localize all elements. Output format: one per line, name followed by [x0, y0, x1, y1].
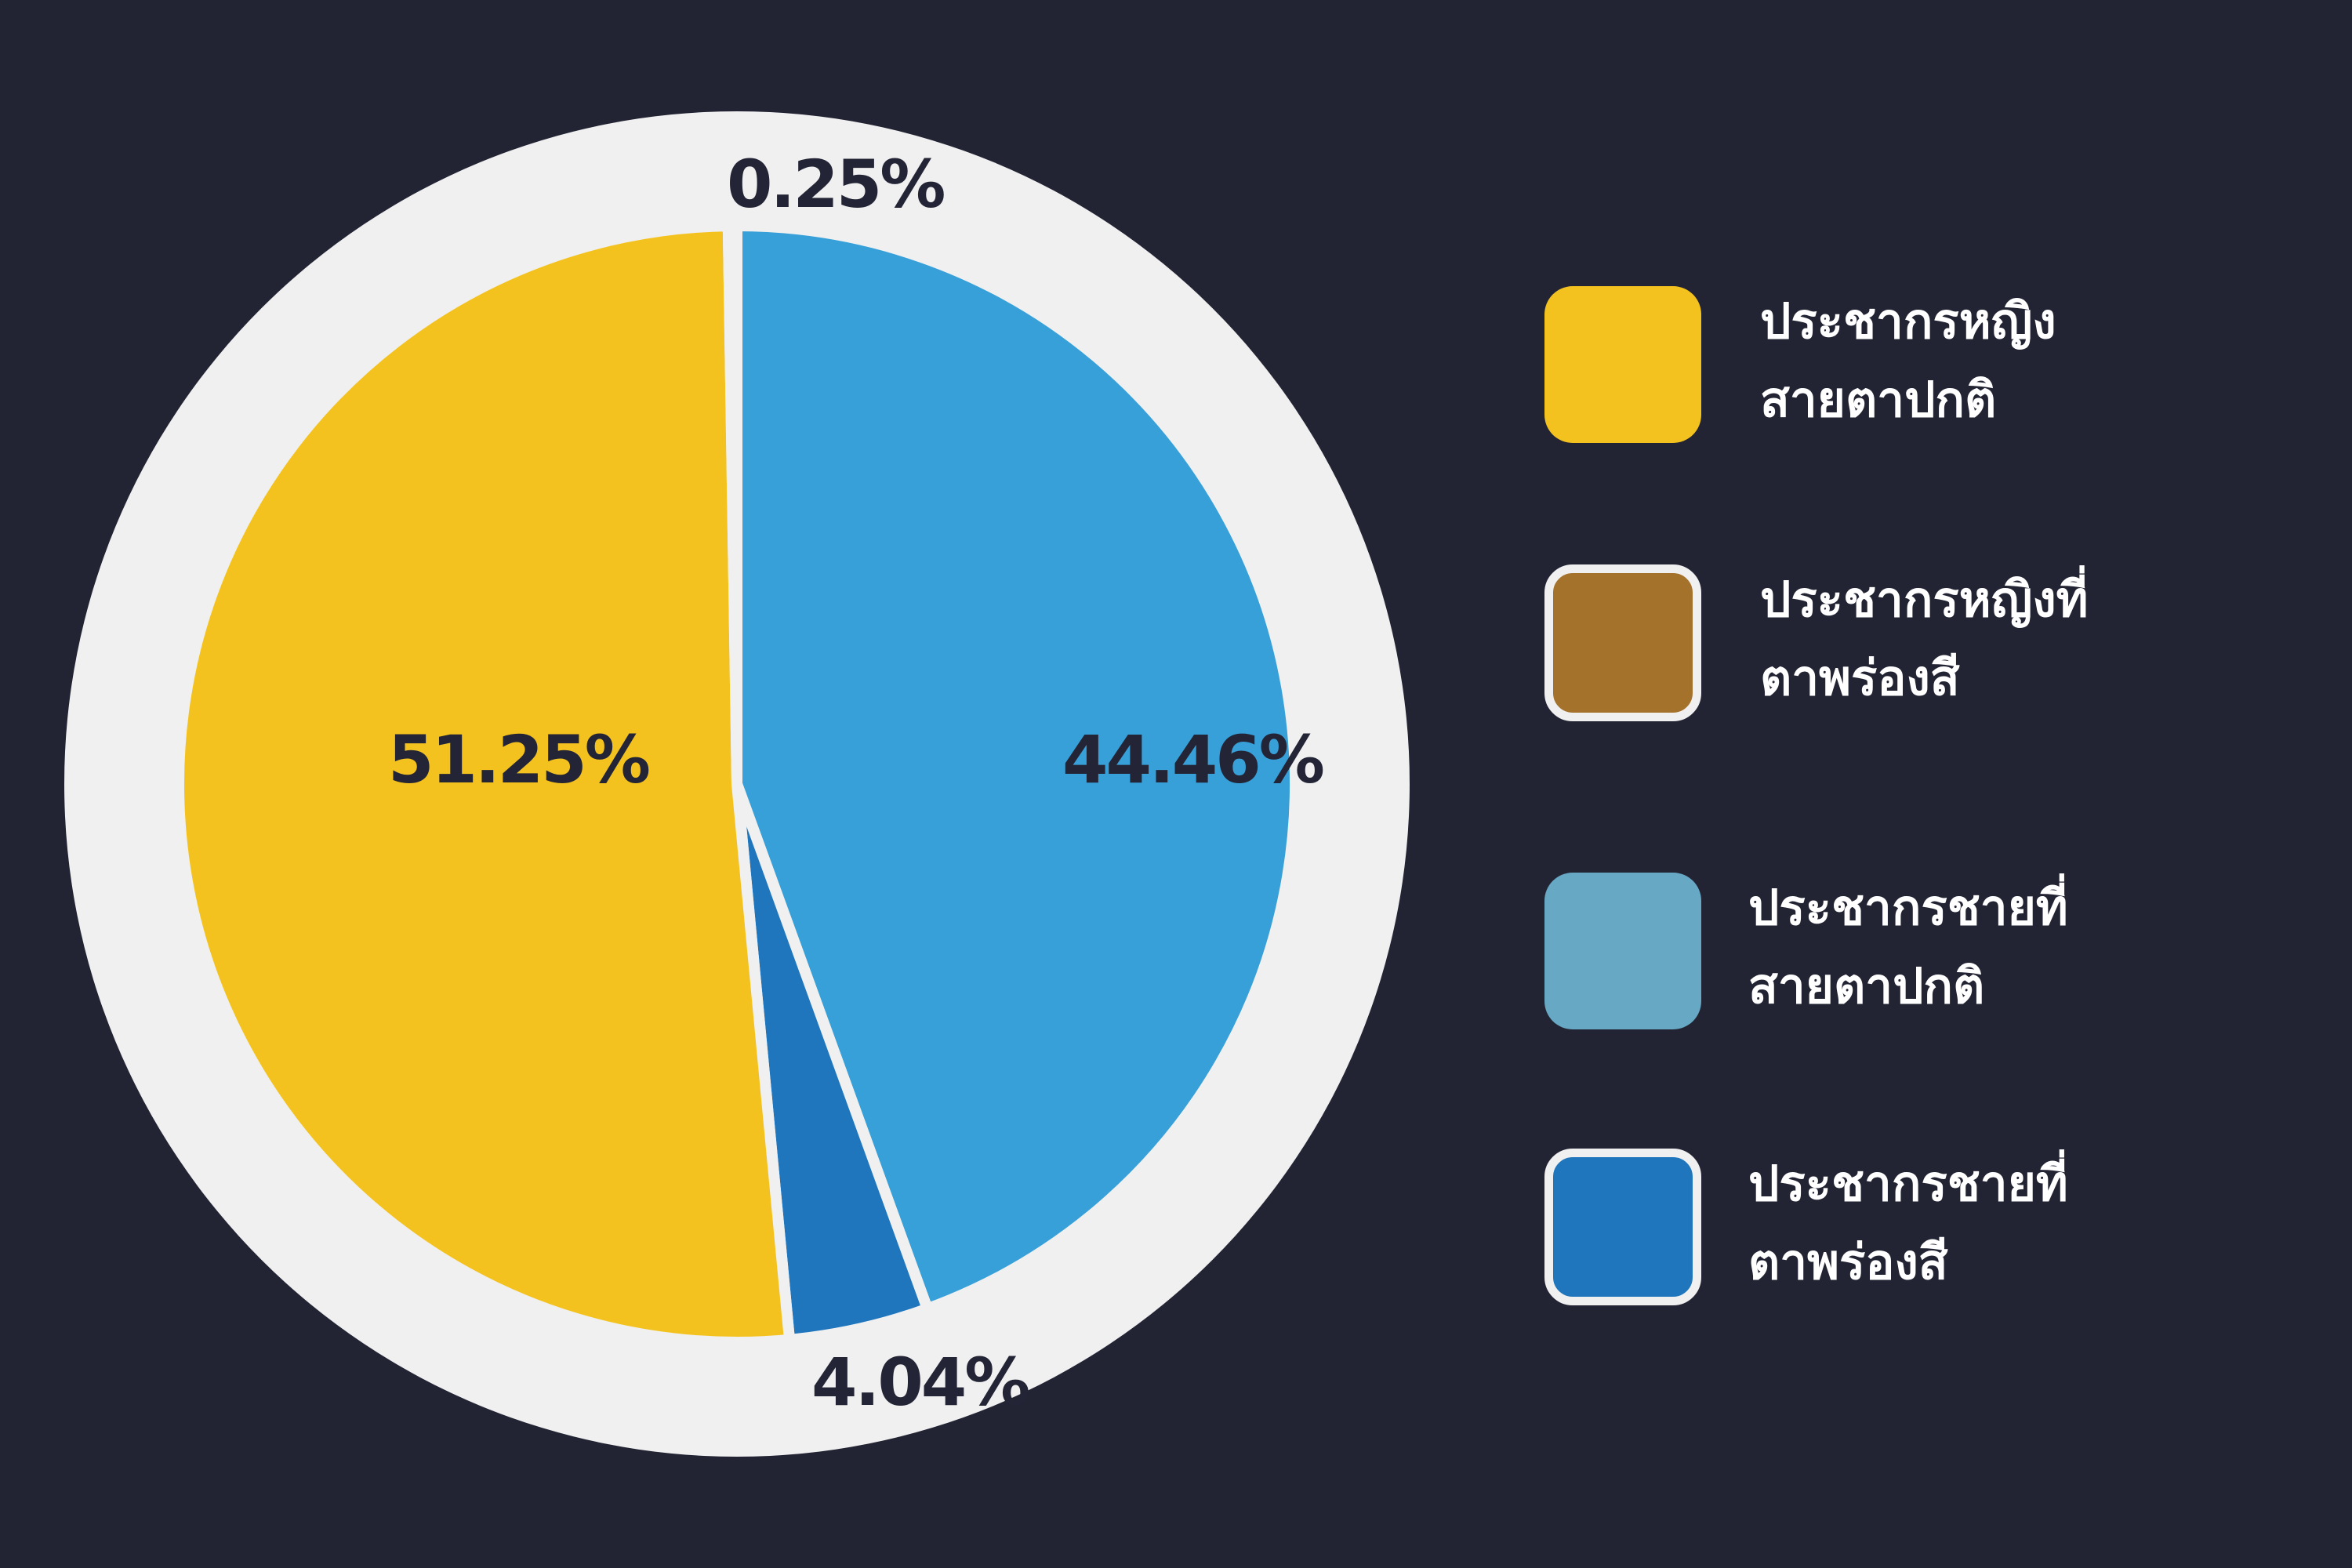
legend-label: ประชากรหญิงที่ ตาพร่องสี [1760, 561, 2325, 717]
legend-label-line: ประชากรหญิง [1760, 292, 2056, 350]
pie-slices [172, 220, 1301, 1348]
legend-item-male-colorblind: ประชากรชายที่ ตาพร่องสี [1544, 1145, 2328, 1309]
legend-item-male-normal: ประชากรชายที่ สายตาปกติ [1544, 869, 2328, 1033]
slice-female-normal [172, 220, 796, 1348]
legend-label-line: สายตาปกติ [1748, 957, 1985, 1014]
legend-label-line: ประชากรหญิงที่ [1760, 571, 2089, 628]
slice-labels: 44.46% 4.04% 51.25% 0.25% [388, 146, 1326, 1421]
legend-swatch [1544, 286, 1701, 443]
data-label-male-colorblind: 4.04% [811, 1344, 1029, 1421]
legend-label-line: ตาพร่องสี [1760, 649, 1960, 706]
legend: ประชากรหญิง สายตาปกติ ประชากรหญิงที่ ตาพ… [1544, 282, 2328, 1317]
legend-label-line: ตาพร่องสี [1748, 1233, 1948, 1290]
data-label-male-normal: 44.46% [1062, 721, 1323, 798]
data-label-female-colorblind: 0.25% [727, 146, 944, 223]
slice-male-normal [731, 220, 1301, 1315]
legend-label-line: ประชากรชายที่ [1748, 879, 2068, 936]
legend-swatch [1544, 564, 1701, 721]
legend-label: ประชากรชายที่ ตาพร่องสี [1748, 1145, 2313, 1301]
legend-swatch [1544, 1149, 1701, 1305]
legend-label-line: สายตาปกติ [1760, 371, 1997, 428]
data-label-female-normal: 51.25% [388, 721, 649, 798]
legend-label-line: ประชากรชายที่ [1748, 1155, 2068, 1212]
legend-label: ประชากรหญิง สายตาปกติ [1760, 282, 2325, 439]
legend-swatch [1544, 873, 1701, 1029]
legend-item-female-colorblind: ประชากรหญิงที่ ตาพร่องสี [1544, 561, 2328, 725]
slice-female-colorblind [722, 220, 742, 789]
legend-label: ประชากรชายที่ สายตาปกติ [1748, 869, 2313, 1025]
legend-item-female-normal: ประชากรหญิง สายตาปกติ [1544, 282, 2328, 447]
